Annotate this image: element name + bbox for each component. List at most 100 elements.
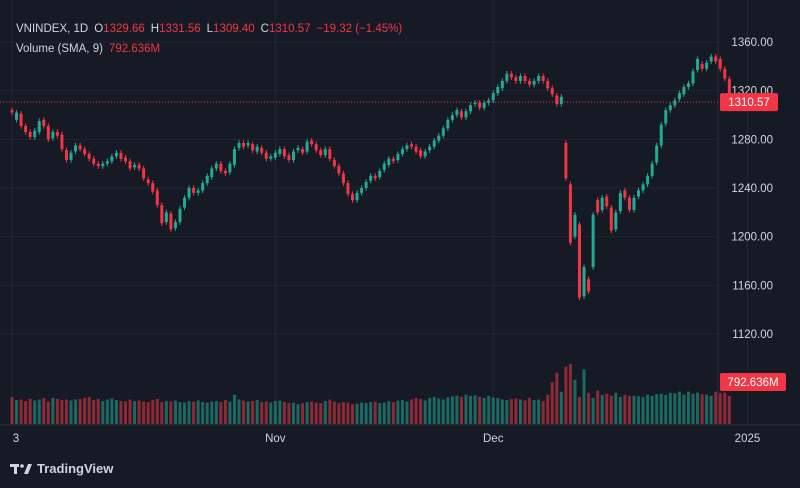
candle [332, 157, 336, 169]
candle [42, 117, 46, 129]
candle-body [478, 102, 482, 108]
volume-bar [514, 398, 518, 424]
candle-body [709, 56, 713, 62]
candle-body [705, 62, 709, 69]
volume-bar [564, 366, 568, 424]
candle-body [173, 222, 177, 229]
volume-bar [505, 400, 509, 424]
volume-bar [591, 397, 595, 424]
candle [623, 187, 627, 201]
candle [10, 107, 14, 116]
volume-bar [64, 399, 68, 424]
volume-bar [55, 398, 59, 424]
candlesticks [10, 53, 731, 301]
volume-bar [301, 403, 305, 424]
volume-bar [696, 392, 700, 424]
candle [273, 150, 277, 161]
candle-body [282, 149, 286, 157]
candle [192, 185, 196, 196]
open-value: 1329.66 [103, 23, 145, 35]
candle [282, 146, 286, 160]
candle [400, 146, 404, 157]
brand-name: TradingView [37, 461, 114, 476]
candle-body [33, 130, 37, 137]
symbol-label[interactable]: VNINDEX, 1D [16, 23, 89, 35]
candle-body [360, 188, 364, 193]
volume-bar [686, 391, 690, 424]
candle-body [373, 175, 377, 179]
volume-bar [187, 401, 191, 424]
candle-body [578, 224, 581, 298]
candle [110, 153, 114, 164]
volume-row: Volume (SMA, 9) 792.636M [16, 39, 402, 59]
candle-body [496, 87, 500, 94]
volume-bar [691, 393, 695, 424]
candle [450, 112, 454, 123]
candle [378, 168, 382, 180]
volume-tag: 792.636M [720, 373, 786, 391]
candle [546, 78, 550, 91]
volume-bar [473, 395, 477, 424]
time-axis[interactable]: 3NovDec2025MarAprJun [13, 433, 800, 445]
candle-body [523, 76, 527, 81]
candle-body [532, 80, 536, 85]
volume-bar [223, 400, 227, 424]
volume-bar [723, 392, 727, 424]
candle-body [396, 153, 400, 161]
candle [15, 109, 19, 123]
candle [269, 153, 273, 162]
candle-body [723, 68, 727, 79]
candle [219, 160, 223, 174]
volume-bar [596, 390, 600, 424]
volume-bar [146, 402, 150, 424]
volume-bar [446, 397, 450, 424]
candle [700, 61, 704, 72]
candle-body [714, 56, 718, 62]
candle [255, 143, 259, 155]
volume-bar [214, 401, 218, 424]
chart-grid [0, 0, 800, 426]
volume-bar [124, 401, 127, 424]
candle-body [686, 83, 690, 88]
time-tick-label: 2025 [735, 433, 761, 445]
volume-bar [355, 403, 359, 424]
volume-bar [151, 400, 155, 424]
candle-body [437, 135, 441, 141]
candle [673, 97, 677, 108]
candle-body [505, 73, 509, 81]
tradingview-logo[interactable]: TradingView [10, 461, 113, 476]
volume-bar [655, 394, 659, 424]
volume-bar [33, 400, 37, 424]
volume-bar [419, 398, 423, 424]
volume-bar [528, 397, 532, 424]
price-axis[interactable]: 1360.001320.001280.001240.001200.001160.… [731, 37, 773, 341]
candle [373, 173, 377, 181]
candle [364, 179, 368, 191]
volume-bar [346, 402, 350, 424]
candle [723, 66, 727, 82]
volume-bar [373, 401, 377, 424]
candle-body [37, 121, 41, 133]
candle [696, 56, 700, 73]
candle [133, 162, 137, 170]
candle-body [446, 119, 450, 129]
volume-bar [664, 394, 668, 424]
volume-label[interactable]: Volume (SMA, 9) [16, 43, 103, 55]
candle [568, 181, 572, 246]
candle [237, 140, 241, 151]
candle-body [423, 151, 427, 157]
candle-body [655, 145, 659, 163]
ohlc-row: VNINDEX, 1D O 1329.66 H 1331.56 L 1309.40 C… [16, 19, 402, 39]
volume-bar [496, 397, 500, 424]
candle-body [623, 190, 627, 198]
candle-body [677, 93, 681, 100]
volume-bar [532, 400, 536, 424]
candle-body [355, 192, 359, 201]
volume-bar [310, 401, 314, 424]
price-tick-label: 1160.00 [732, 280, 773, 292]
candle [101, 160, 105, 169]
volume-bar [242, 400, 246, 424]
volume-bar [232, 394, 236, 424]
candle [428, 143, 432, 153]
